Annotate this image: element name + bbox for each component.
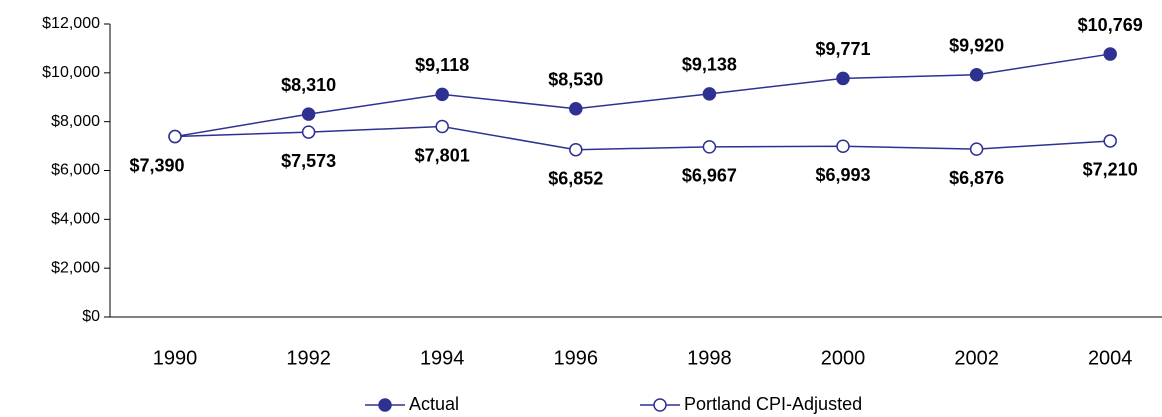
line — [174, 125, 1111, 151]
data-label: $7,801 — [415, 145, 470, 165]
marker — [702, 87, 717, 101]
legend-label: Actual — [409, 394, 459, 414]
marker — [168, 129, 182, 144]
marker — [969, 142, 984, 156]
marker — [301, 125, 316, 139]
x-tick-label: 2004 — [1088, 347, 1133, 369]
legend-marker — [653, 398, 667, 412]
marker — [836, 139, 850, 154]
data-label: $6,993 — [815, 165, 870, 185]
data-label: $9,771 — [815, 39, 870, 59]
data-label: $10,769 — [1078, 15, 1143, 35]
x-tick-label: 1996 — [554, 347, 599, 369]
marker — [836, 71, 850, 86]
data-label: $7,390 — [129, 155, 184, 175]
x-tick-label: 2000 — [821, 347, 866, 369]
line — [174, 53, 1111, 138]
data-label: $6,967 — [682, 166, 737, 186]
legend-label: Portland CPI-Adjusted — [684, 394, 862, 414]
data-label: $9,138 — [682, 55, 737, 75]
y-tick-label: $2,000 — [51, 259, 100, 276]
y-tick-label: $10,000 — [42, 64, 100, 81]
x-tick-label: 1994 — [420, 347, 465, 369]
marker — [702, 140, 717, 154]
y-tick-label: $0 — [82, 308, 100, 325]
data-label: $9,118 — [415, 55, 469, 75]
data-label: $7,573 — [281, 151, 336, 171]
data-label: $6,876 — [949, 168, 1004, 188]
data-label: $8,530 — [548, 69, 603, 89]
marker — [969, 68, 984, 82]
data-label: $7,210 — [1083, 160, 1138, 180]
x-tick-label: 1992 — [286, 347, 331, 369]
data-label: $6,852 — [548, 168, 603, 188]
marker — [569, 142, 583, 157]
legend-marker — [378, 398, 392, 412]
x-tick-label: 2002 — [954, 347, 999, 369]
data-label: $8,310 — [281, 75, 336, 95]
y-tick-label: $8,000 — [51, 113, 100, 130]
marker — [301, 107, 316, 121]
x-tick-label: 1990 — [153, 347, 198, 369]
y-tick-label: $12,000 — [42, 15, 100, 32]
marker — [435, 87, 449, 102]
y-tick-label: $4,000 — [51, 211, 100, 228]
marker — [1103, 134, 1117, 148]
marker — [1103, 47, 1117, 61]
marker — [569, 101, 583, 116]
data-label: $9,920 — [949, 36, 1004, 56]
y-tick-label: $6,000 — [51, 162, 100, 179]
x-tick-label: 1998 — [687, 347, 732, 369]
marker — [435, 119, 449, 134]
